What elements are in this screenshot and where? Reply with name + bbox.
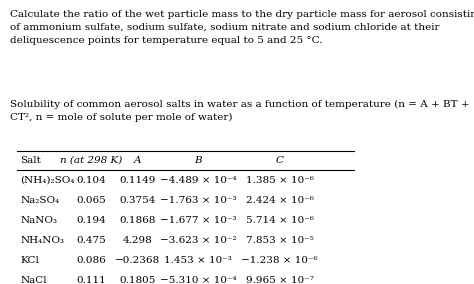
Text: 4.298: 4.298 <box>123 236 153 245</box>
Text: 0.194: 0.194 <box>77 216 106 225</box>
Text: 0.086: 0.086 <box>77 256 106 265</box>
Text: 5.714 × 10⁻⁶: 5.714 × 10⁻⁶ <box>246 216 313 225</box>
Text: −0.2368: −0.2368 <box>115 256 160 265</box>
Text: −1.677 × 10⁻³: −1.677 × 10⁻³ <box>160 216 236 225</box>
Text: 1.385 × 10⁻⁶: 1.385 × 10⁻⁶ <box>246 176 313 185</box>
Text: −1.763 × 10⁻³: −1.763 × 10⁻³ <box>160 196 236 205</box>
Text: 0.111: 0.111 <box>77 276 106 284</box>
Text: 0.1805: 0.1805 <box>119 276 156 284</box>
Text: 0.104: 0.104 <box>77 176 106 185</box>
Text: A: A <box>134 156 141 165</box>
Text: −1.238 × 10⁻⁶: −1.238 × 10⁻⁶ <box>241 256 318 265</box>
Text: C: C <box>275 156 283 165</box>
Text: −4.489 × 10⁻⁴: −4.489 × 10⁻⁴ <box>160 176 236 185</box>
Text: Solubility of common aerosol salts in water as a function of temperature (n = A : Solubility of common aerosol salts in wa… <box>10 100 470 122</box>
Text: 1.453 × 10⁻³: 1.453 × 10⁻³ <box>164 256 232 265</box>
Text: 9.965 × 10⁻⁷: 9.965 × 10⁻⁷ <box>246 276 313 284</box>
Text: 2.424 × 10⁻⁶: 2.424 × 10⁻⁶ <box>246 196 313 205</box>
Text: 0.1149: 0.1149 <box>119 176 156 185</box>
Text: NaCl: NaCl <box>20 276 47 284</box>
Text: −3.623 × 10⁻²: −3.623 × 10⁻² <box>160 236 236 245</box>
Text: (NH₄)₂SO₄: (NH₄)₂SO₄ <box>20 176 75 185</box>
Text: 7.853 × 10⁻⁵: 7.853 × 10⁻⁵ <box>246 236 313 245</box>
Text: n (at 298 K): n (at 298 K) <box>60 156 123 165</box>
Text: Calculate the ratio of the wet particle mass to the dry particle mass for aeroso: Calculate the ratio of the wet particle … <box>10 10 474 45</box>
Text: 0.1868: 0.1868 <box>119 216 156 225</box>
Text: 0.475: 0.475 <box>77 236 106 245</box>
Text: −5.310 × 10⁻⁴: −5.310 × 10⁻⁴ <box>160 276 236 284</box>
Text: NH₄NO₃: NH₄NO₃ <box>20 236 64 245</box>
Text: Na₂SO₄: Na₂SO₄ <box>20 196 60 205</box>
Text: B: B <box>194 156 202 165</box>
Text: 0.3754: 0.3754 <box>119 196 156 205</box>
Text: KCl: KCl <box>20 256 39 265</box>
Text: 0.065: 0.065 <box>77 196 106 205</box>
Text: Salt: Salt <box>20 156 41 165</box>
Text: NaNO₃: NaNO₃ <box>20 216 57 225</box>
